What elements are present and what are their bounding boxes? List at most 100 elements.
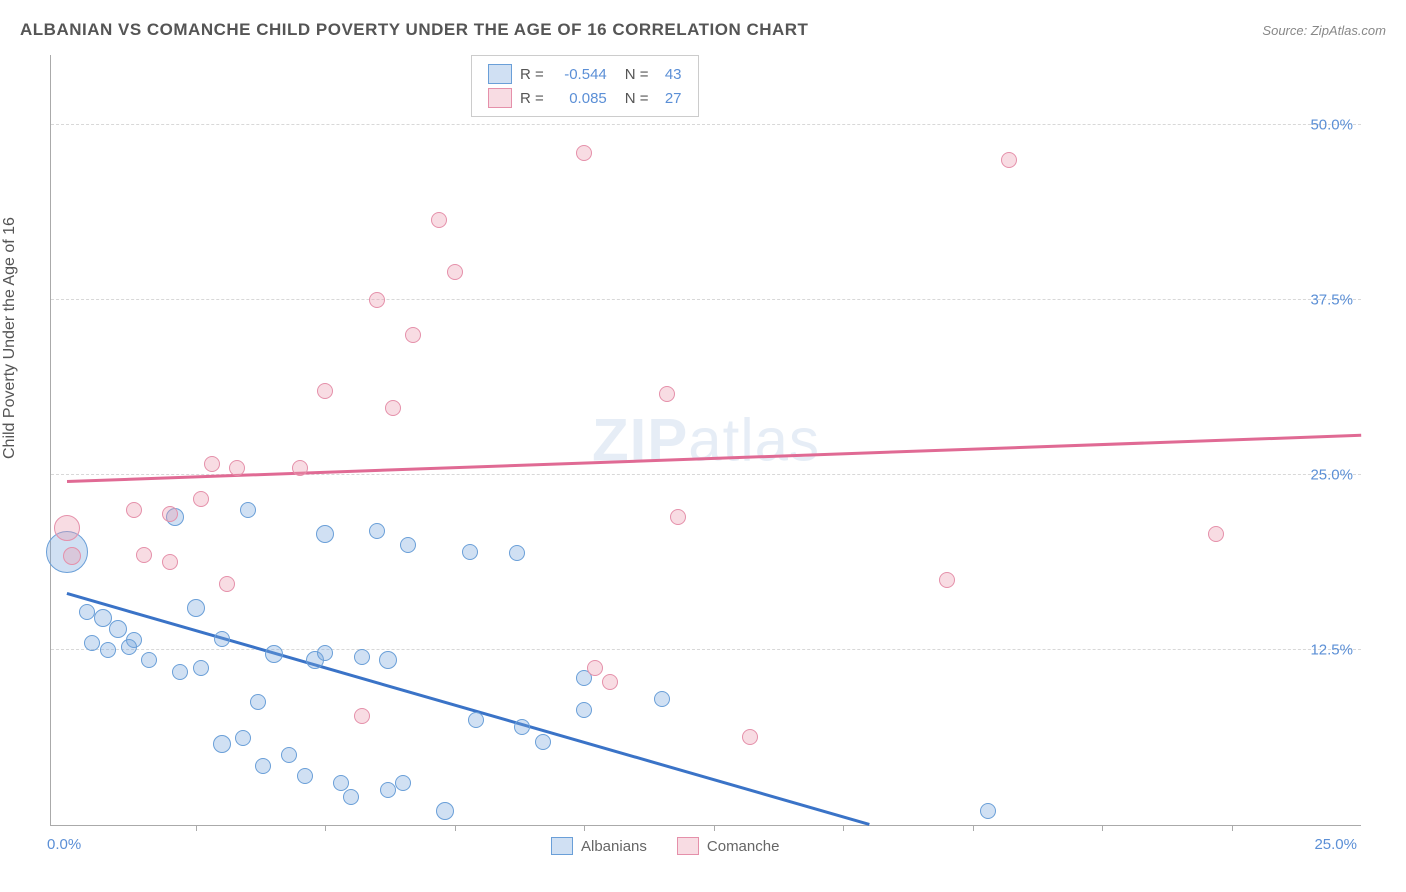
x-tick (325, 825, 326, 831)
legend-swatch-albanians (551, 837, 573, 855)
data-point (316, 525, 334, 543)
legend-swatch-comanche (677, 837, 699, 855)
data-point (343, 789, 359, 805)
x-tick (714, 825, 715, 831)
data-point (126, 502, 142, 518)
data-point (380, 782, 396, 798)
legend-item-comanche: Comanche (677, 837, 780, 855)
chart-source: Source: ZipAtlas.com (1262, 23, 1386, 38)
chart-header: ALBANIAN VS COMANCHE CHILD POVERTY UNDER… (20, 20, 1386, 40)
data-point (602, 674, 618, 690)
data-point (213, 735, 231, 753)
data-point (292, 460, 308, 476)
y-tick-label: 12.5% (1310, 642, 1353, 659)
x-tick (973, 825, 974, 831)
data-point (395, 775, 411, 791)
data-point (436, 802, 454, 820)
swatch-comanche (488, 88, 512, 108)
y-tick-label: 37.5% (1310, 292, 1353, 309)
data-point (333, 775, 349, 791)
data-point (281, 747, 297, 763)
y-tick-label: 50.0% (1310, 117, 1353, 134)
stats-row-albanians: R = -0.544 N = 43 (488, 62, 682, 86)
gridline (51, 124, 1361, 125)
data-point (141, 652, 157, 668)
watermark: ZIPatlas (592, 406, 820, 475)
swatch-albanians (488, 64, 512, 84)
data-point (659, 386, 675, 402)
data-point (405, 327, 421, 343)
data-point (229, 460, 245, 476)
data-point (94, 609, 112, 627)
data-point (84, 635, 100, 651)
data-point (980, 803, 996, 819)
data-point (136, 547, 152, 563)
scatter-chart: ZIPatlas R = -0.544 N = 43 R = 0.085 N =… (50, 55, 1361, 826)
x-tick (455, 825, 456, 831)
data-point (670, 509, 686, 525)
x-tick (584, 825, 585, 831)
data-point (79, 604, 95, 620)
data-point (431, 212, 447, 228)
data-point (317, 645, 333, 661)
trendline (66, 592, 869, 825)
data-point (385, 400, 401, 416)
data-point (297, 768, 313, 784)
data-point (187, 599, 205, 617)
data-point (317, 383, 333, 399)
data-point (576, 702, 592, 718)
data-point (468, 712, 484, 728)
stats-legend-box: R = -0.544 N = 43 R = 0.085 N = 27 (471, 55, 699, 117)
data-point (214, 631, 230, 647)
data-point (369, 523, 385, 539)
data-point (587, 660, 603, 676)
data-point (193, 491, 209, 507)
stats-row-comanche: R = 0.085 N = 27 (488, 86, 682, 110)
data-point (354, 708, 370, 724)
x-tick (196, 825, 197, 831)
x-min-label: 0.0% (47, 836, 81, 853)
data-point (235, 730, 251, 746)
data-point (193, 660, 209, 676)
data-point (162, 554, 178, 570)
data-point (265, 645, 283, 663)
x-tick (843, 825, 844, 831)
x-tick (1232, 825, 1233, 831)
x-tick (1102, 825, 1103, 831)
data-point (514, 719, 530, 735)
data-point (109, 620, 127, 638)
data-point (121, 639, 137, 655)
data-point (255, 758, 271, 774)
data-point (576, 145, 592, 161)
data-point (54, 515, 80, 541)
data-point (162, 506, 178, 522)
legend-bottom: Albanians Comanche (551, 837, 779, 855)
gridline (51, 649, 1361, 650)
data-point (250, 694, 266, 710)
y-axis-label: Child Poverty Under the Age of 16 (1, 217, 19, 459)
data-point (1001, 152, 1017, 168)
data-point (462, 544, 478, 560)
data-point (939, 572, 955, 588)
data-point (172, 664, 188, 680)
data-point (100, 642, 116, 658)
data-point (354, 649, 370, 665)
data-point (379, 651, 397, 669)
data-point (1208, 526, 1224, 542)
data-point (219, 576, 235, 592)
y-tick-label: 25.0% (1310, 467, 1353, 484)
data-point (400, 537, 416, 553)
data-point (369, 292, 385, 308)
data-point (509, 545, 525, 561)
data-point (63, 547, 81, 565)
data-point (447, 264, 463, 280)
legend-item-albanians: Albanians (551, 837, 647, 855)
chart-title: ALBANIAN VS COMANCHE CHILD POVERTY UNDER… (20, 20, 808, 40)
data-point (742, 729, 758, 745)
data-point (204, 456, 220, 472)
gridline (51, 299, 1361, 300)
data-point (240, 502, 256, 518)
x-max-label: 25.0% (1314, 836, 1357, 853)
data-point (654, 691, 670, 707)
data-point (535, 734, 551, 750)
